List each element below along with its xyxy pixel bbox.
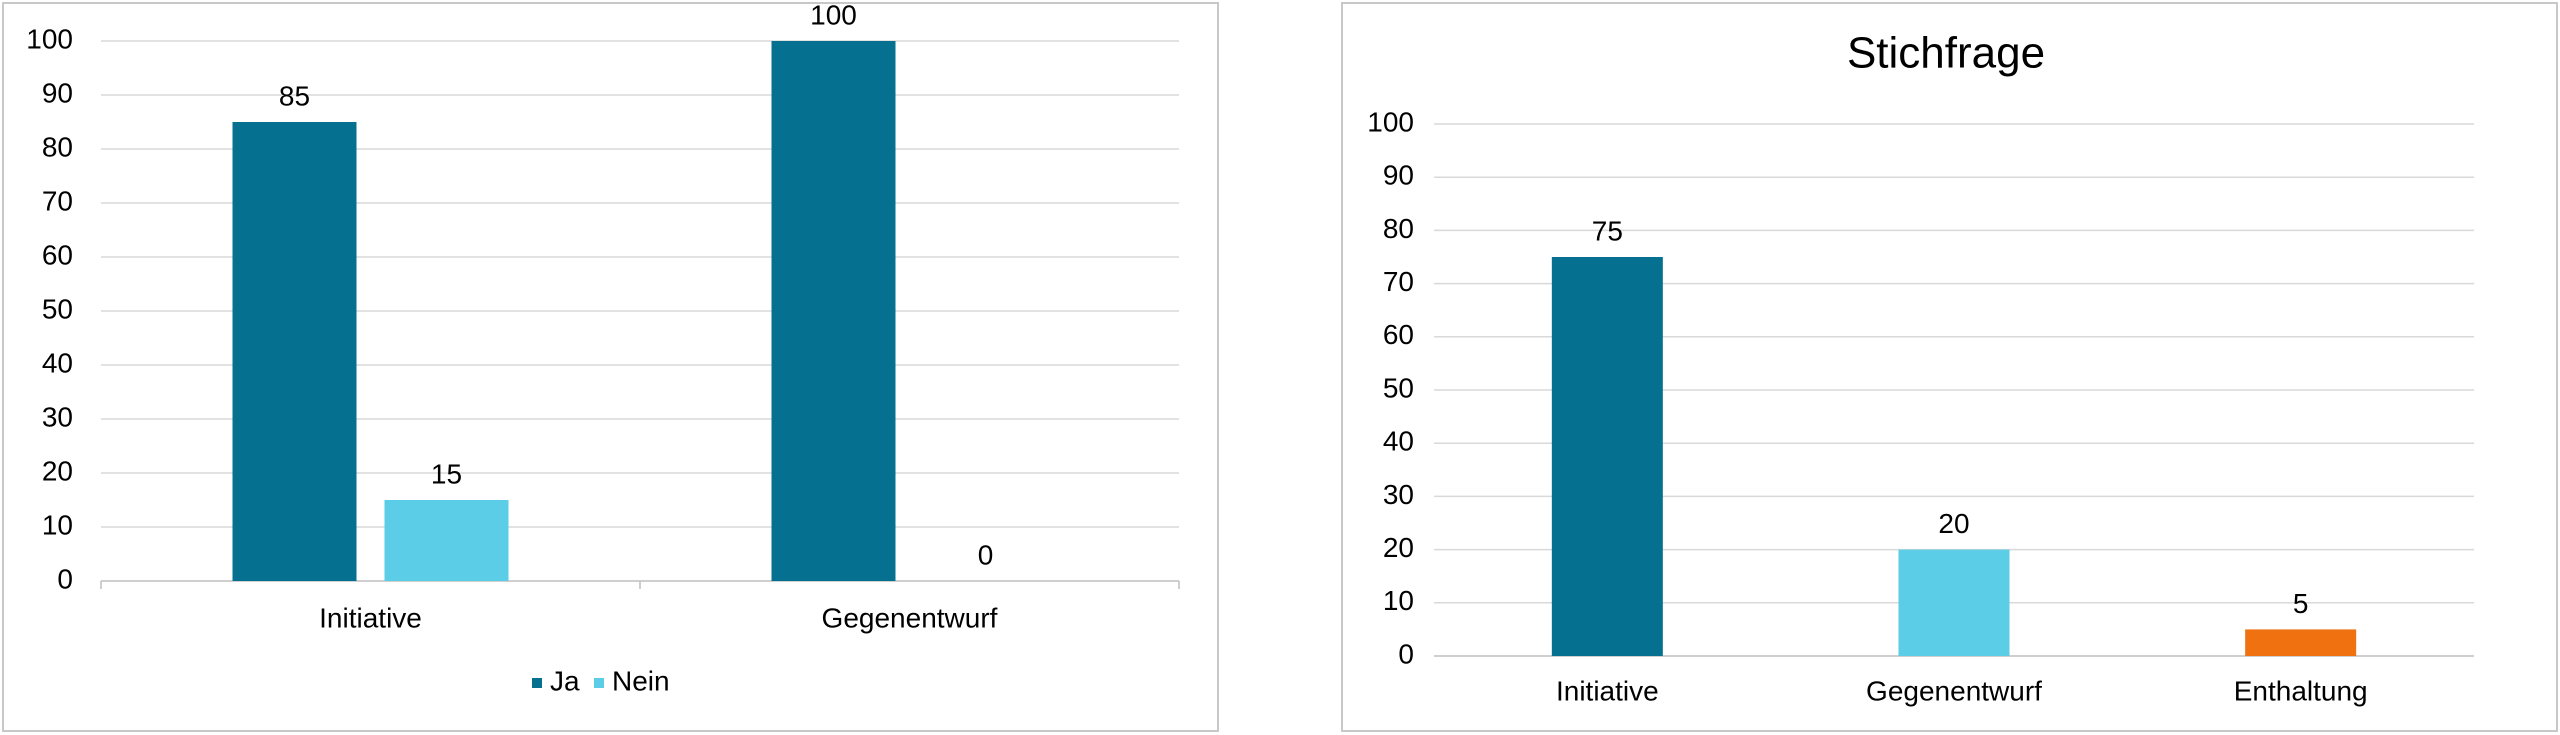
x-tick-label: Gegenentwurf xyxy=(1866,675,2042,706)
y-tick-label: 10 xyxy=(1383,585,1414,616)
y-tick-label: 100 xyxy=(26,23,73,54)
legend-marker xyxy=(532,678,542,688)
x-tick-label: Gegenentwurf xyxy=(822,602,998,633)
legend-label: Nein xyxy=(612,665,670,696)
y-tick-label: 20 xyxy=(1383,532,1414,563)
legend-marker xyxy=(594,678,604,688)
data-label: 85 xyxy=(279,80,310,111)
x-tick-label: Enthaltung xyxy=(2234,675,2368,706)
bar xyxy=(384,500,509,581)
y-tick-label: 20 xyxy=(42,455,73,486)
data-label: 15 xyxy=(431,458,462,489)
data-label: 100 xyxy=(810,0,857,30)
y-tick-label: 90 xyxy=(1383,160,1414,191)
chart-frame xyxy=(2,2,1219,732)
y-tick-label: 60 xyxy=(1383,319,1414,350)
x-tick-label: Initiative xyxy=(1556,675,1659,706)
y-tick-label: 10 xyxy=(42,509,73,540)
legend-label: Ja xyxy=(550,665,580,696)
chart-title: Stichfrage xyxy=(1847,29,2045,78)
y-tick-label: 40 xyxy=(42,347,73,378)
y-tick-label: 60 xyxy=(42,239,73,270)
y-tick-label: 70 xyxy=(1383,266,1414,297)
y-tick-label: 50 xyxy=(42,293,73,324)
bar xyxy=(771,41,896,581)
y-tick-label: 70 xyxy=(42,185,73,216)
y-tick-label: 30 xyxy=(1383,479,1414,510)
y-tick-label: 40 xyxy=(1383,426,1414,457)
bar xyxy=(1551,257,1663,656)
y-tick-label: 0 xyxy=(1398,638,1414,669)
y-tick-label: 30 xyxy=(42,401,73,432)
data-label: 20 xyxy=(1938,508,1969,539)
x-tick-label: Initiative xyxy=(319,602,422,633)
y-tick-label: 90 xyxy=(42,77,73,108)
bar xyxy=(2245,629,2357,656)
bar xyxy=(1898,549,2010,656)
y-tick-label: 0 xyxy=(57,563,73,594)
bar xyxy=(232,122,357,581)
y-tick-label: 100 xyxy=(1367,106,1414,137)
y-tick-label: 80 xyxy=(42,131,73,162)
data-label: 75 xyxy=(1592,215,1623,246)
data-label: 0 xyxy=(978,539,994,570)
y-tick-label: 50 xyxy=(1383,372,1414,403)
y-tick-label: 80 xyxy=(1383,213,1414,244)
data-label: 5 xyxy=(2293,588,2309,619)
